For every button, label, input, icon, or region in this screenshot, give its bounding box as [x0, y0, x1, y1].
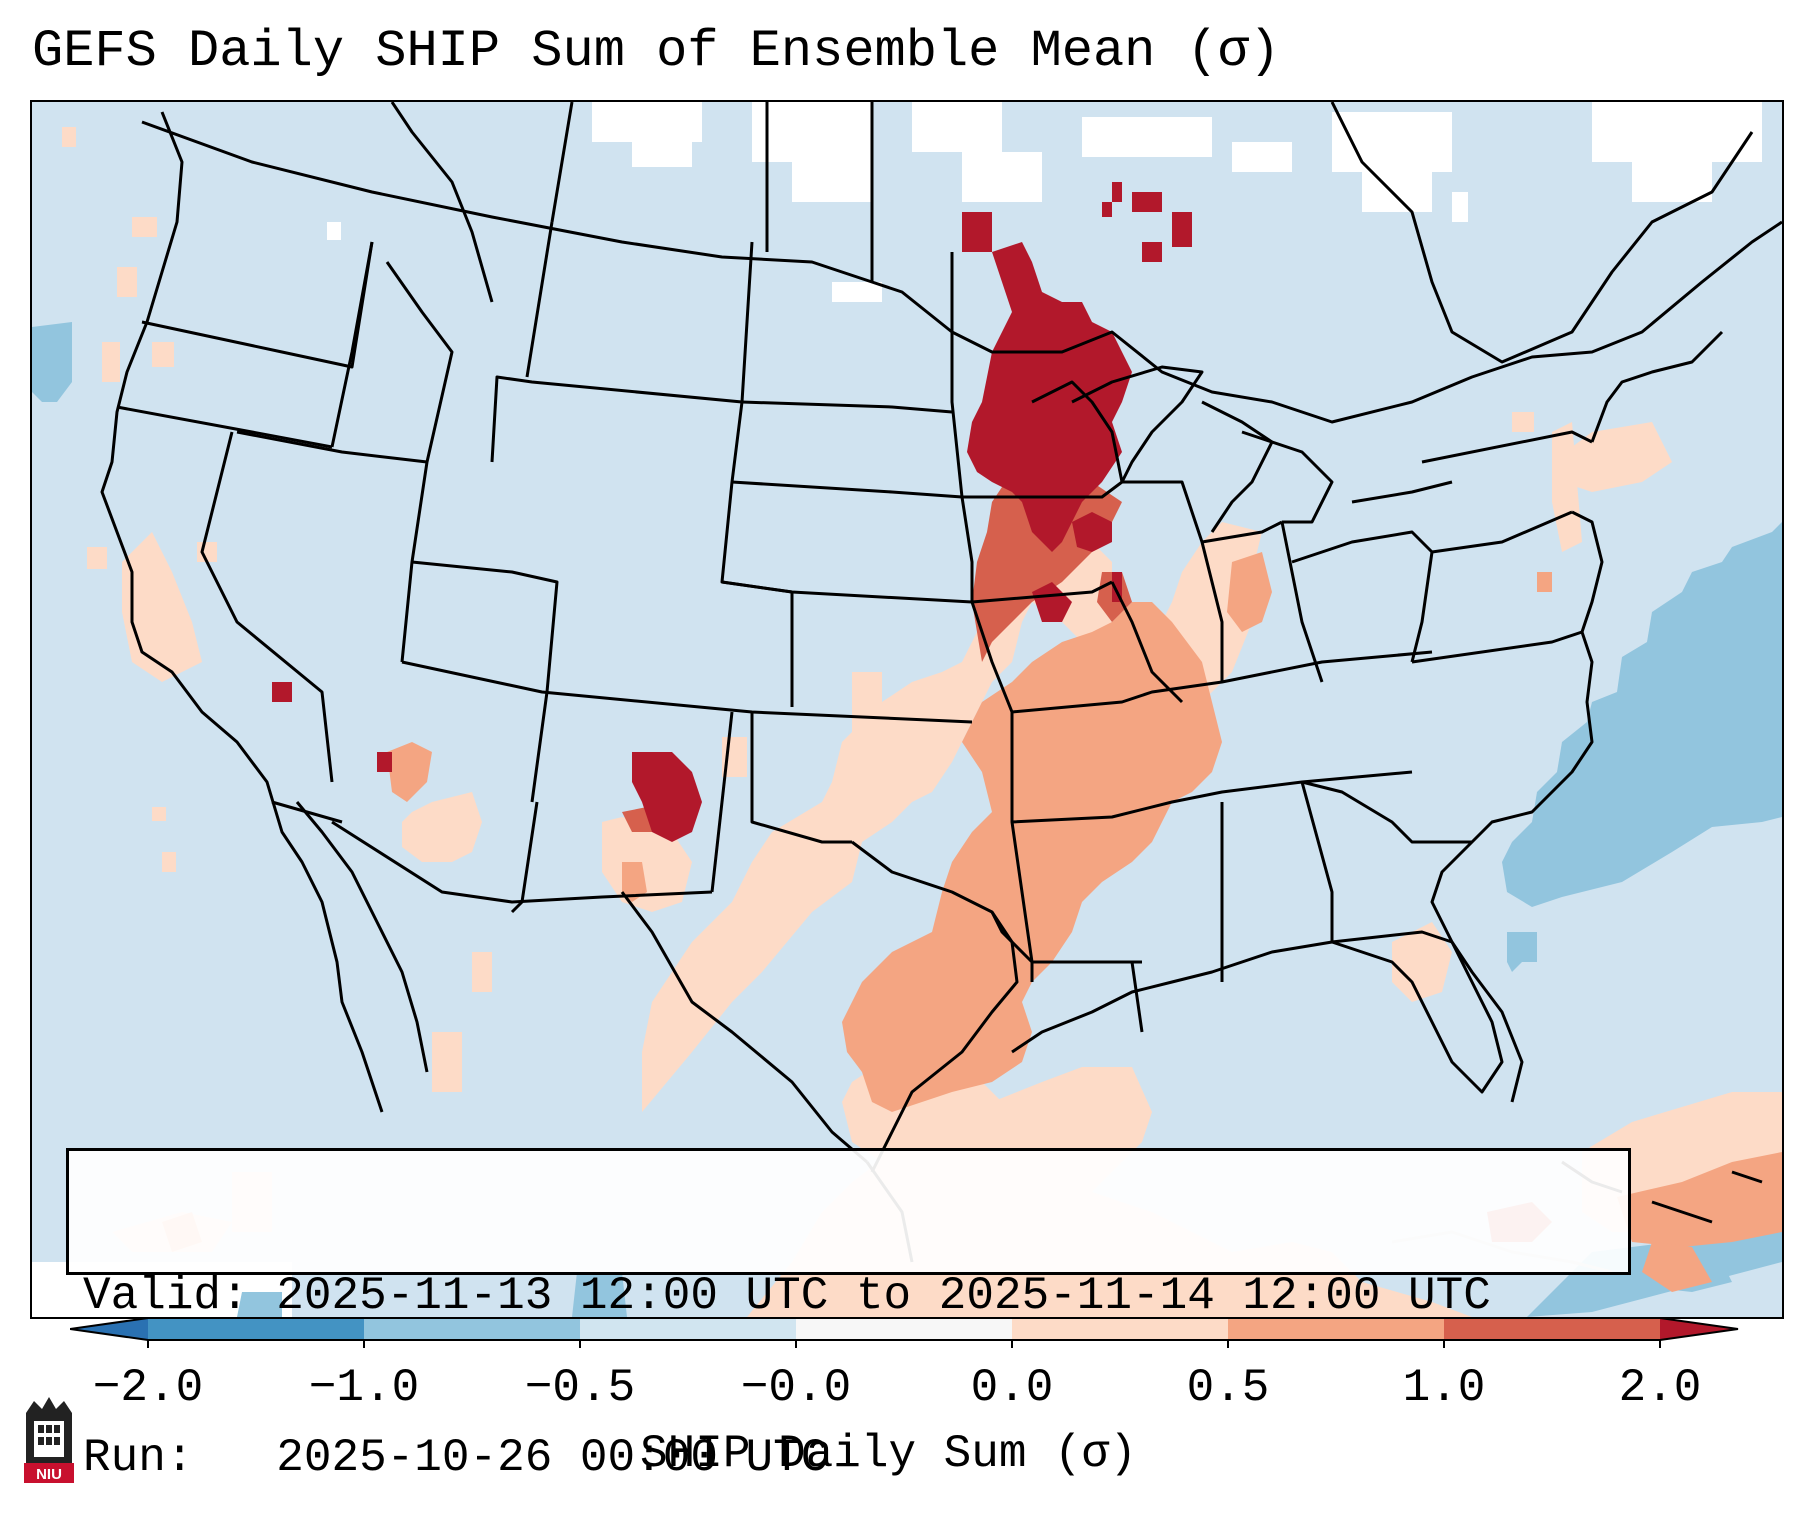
- colorbar-segment: [1444, 1318, 1660, 1340]
- colorbar-tick-label: 0.5: [1186, 1362, 1270, 1414]
- colorbar-segment: [1228, 1318, 1444, 1340]
- colorbar-tick-label: 0.0: [970, 1362, 1054, 1414]
- colorbar-tick-label: −2.0: [92, 1362, 204, 1414]
- colorbar-tick-label: −1.0: [308, 1362, 420, 1414]
- colorbar-extend-low: [70, 1318, 148, 1340]
- map-canvas: [32, 102, 1782, 1317]
- map-panel: [30, 100, 1784, 1319]
- colorbar-tick-label: 2.0: [1618, 1362, 1702, 1414]
- colorbar-segment: [1012, 1318, 1228, 1340]
- valid-value: 2025-11-13 12:00 UTC to 2025-11-14 12:00…: [276, 1270, 1491, 1322]
- valid-line: Valid: 2025-11-13 12:00 UTC to 2025-11-1…: [83, 1269, 1628, 1323]
- colorbar-extend-high: [1660, 1318, 1738, 1340]
- run-label: Run:: [83, 1432, 194, 1484]
- chart-title: GEFS Daily SHIP Sum of Ensemble Mean (σ): [32, 22, 1281, 81]
- logo-text: NIU: [36, 1466, 62, 1483]
- run-line: Run: 2025-10-26 00:00 UTC: [83, 1431, 1628, 1485]
- run-value: 2025-10-26 00:00 UTC: [276, 1432, 829, 1484]
- colorbar-segment: [796, 1318, 1012, 1340]
- scattered-positive-cells: [62, 127, 1534, 1232]
- valid-label: Valid:: [83, 1270, 249, 1322]
- colorbar-label: SHIP Daily Sum (σ): [640, 1428, 1137, 1480]
- info-box: Valid: 2025-11-13 12:00 UTC to 2025-11-1…: [66, 1148, 1631, 1484]
- colorbar: [70, 1318, 1739, 1348]
- university-tower-icon: NIU: [24, 1397, 74, 1483]
- colorbar-tick-label: −0.0: [740, 1362, 852, 1414]
- colorbar-segment: [148, 1318, 364, 1340]
- extreme-positive-areas: [272, 182, 1192, 842]
- colorbar-segment: [364, 1318, 580, 1340]
- colorbar-segment: [580, 1318, 796, 1340]
- colorbar-tick-label: −0.5: [524, 1362, 636, 1414]
- colorbar-tick-label: 1.0: [1402, 1362, 1486, 1414]
